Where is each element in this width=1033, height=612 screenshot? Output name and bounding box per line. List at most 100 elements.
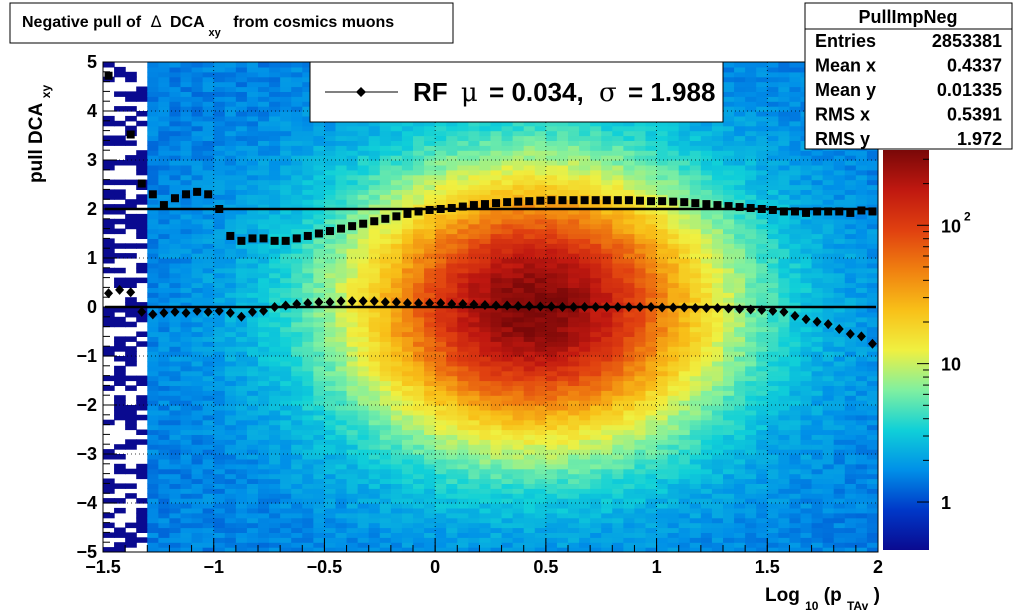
heatmap-cell: [457, 365, 469, 372]
heatmap-cell: [457, 532, 469, 538]
heatmap-cell: [191, 498, 204, 504]
heatmap-cell: [523, 321, 536, 328]
heatmap-cell: [523, 140, 536, 146]
heatmap-cell: [545, 483, 558, 489]
heatmap-cell: [401, 473, 414, 480]
heatmap-cell: [202, 258, 215, 264]
heatmap-cell: [556, 331, 569, 337]
heatmap-cell: [258, 297, 270, 303]
heatmap-cell: [479, 488, 492, 494]
heatmap-cell: [191, 62, 204, 68]
heatmap-cell: [545, 493, 558, 499]
heatmap-cell: [512, 409, 525, 416]
heatmap-cell: [335, 140, 348, 146]
heatmap-cell: [280, 272, 292, 279]
heatmap-cell: [280, 199, 292, 205]
heatmap-cell: [136, 86, 148, 92]
heatmap-cell: [601, 267, 613, 274]
heatmap-cell: [501, 512, 514, 519]
heatmap-cell: [136, 277, 148, 284]
heatmap-cell: [280, 174, 292, 181]
heatmap-cell: [235, 96, 248, 102]
heatmap-cell: [213, 62, 226, 68]
heatmap-cell: [656, 537, 669, 543]
heatmap-cell: [258, 194, 270, 200]
heatmap-cell: [191, 385, 204, 391]
heatmap-cell: [269, 346, 281, 352]
heatmap-cell: [103, 194, 115, 200]
heatmap-cell: [579, 218, 591, 225]
heatmap-cell: [324, 547, 337, 552]
heatmap-cell: [601, 385, 613, 391]
heatmap-cell: [413, 439, 425, 445]
heatmap-cell: [180, 542, 193, 548]
heatmap-cell: [424, 199, 436, 205]
heatmap-cell: [479, 542, 492, 548]
heatmap-cell: [169, 66, 182, 73]
heatmap-cell: [667, 125, 680, 132]
heatmap-cell: [246, 454, 259, 460]
heatmap-cell: [235, 62, 248, 68]
heatmap-cell: [601, 120, 613, 127]
heatmap-cell: [623, 331, 636, 337]
heatmap-cell: [379, 135, 392, 141]
heatmap-cell: [313, 218, 326, 225]
heatmap-cell: [368, 331, 381, 337]
heatmap-cell: [224, 76, 237, 83]
heatmap-cell: [357, 380, 370, 386]
heatmap-cell: [324, 321, 337, 328]
heatmap-cell: [413, 267, 425, 274]
heatmap-cell: [545, 243, 558, 249]
heatmap-cell: [114, 454, 126, 460]
heatmap-cell: [202, 468, 215, 475]
heatmap-cell: [545, 164, 558, 171]
heatmap-cell: [590, 503, 602, 509]
heatmap-cell: [634, 478, 647, 484]
heatmap-cell: [623, 390, 636, 396]
heatmap-cell: [623, 478, 636, 484]
heatmap-cell: [645, 160, 658, 166]
heatmap-cell: [368, 414, 381, 421]
heatmap-cell: [346, 248, 359, 254]
heatmap-cell: [302, 169, 314, 176]
heatmap-cell: [468, 434, 481, 440]
heatmap-cell: [623, 258, 636, 264]
heatmap-cell: [246, 341, 259, 347]
heatmap-cell: [501, 125, 514, 132]
heatmap-cell: [246, 331, 259, 337]
heatmap-cell: [545, 292, 558, 298]
heatmap-cell: [379, 468, 392, 475]
heatmap-cell: [634, 135, 647, 141]
heatmap-cell: [512, 120, 525, 127]
heatmap-cell: [280, 444, 292, 450]
heatmap-cell: [490, 375, 503, 382]
heatmap-cell: [246, 356, 259, 362]
heatmap-cell: [269, 135, 281, 141]
heatmap-cell: [490, 272, 503, 279]
heatmap-cell: [413, 390, 425, 396]
heatmap-cell: [667, 405, 680, 411]
heatmap-cell: [147, 439, 159, 445]
heatmap-cell: [258, 150, 270, 156]
heatmap-cell: [313, 120, 326, 127]
heatmap-cell: [158, 527, 171, 533]
heatmap-cell: [269, 463, 281, 470]
heatmap-cell: [568, 458, 580, 465]
heatmap-cell: [280, 488, 292, 494]
heatmap-cell: [645, 253, 658, 259]
heatmap-cell: [368, 130, 381, 137]
heatmap-cell: [235, 424, 248, 431]
heatmap-cell: [590, 160, 602, 166]
heatmap-cell: [346, 507, 359, 514]
heatmap-cell: [468, 267, 481, 274]
heatmap-cell: [512, 478, 525, 484]
heatmap-cell: [302, 66, 314, 73]
heatmap-cell: [224, 194, 237, 200]
heatmap-cell: [180, 517, 193, 524]
heatmap-cell: [457, 468, 469, 475]
heatmap-cell: [302, 209, 314, 215]
heatmap-cell: [313, 532, 326, 538]
heatmap-cell: [612, 439, 624, 445]
heatmap-cell: [158, 434, 171, 440]
heatmap-cell: [623, 277, 636, 284]
